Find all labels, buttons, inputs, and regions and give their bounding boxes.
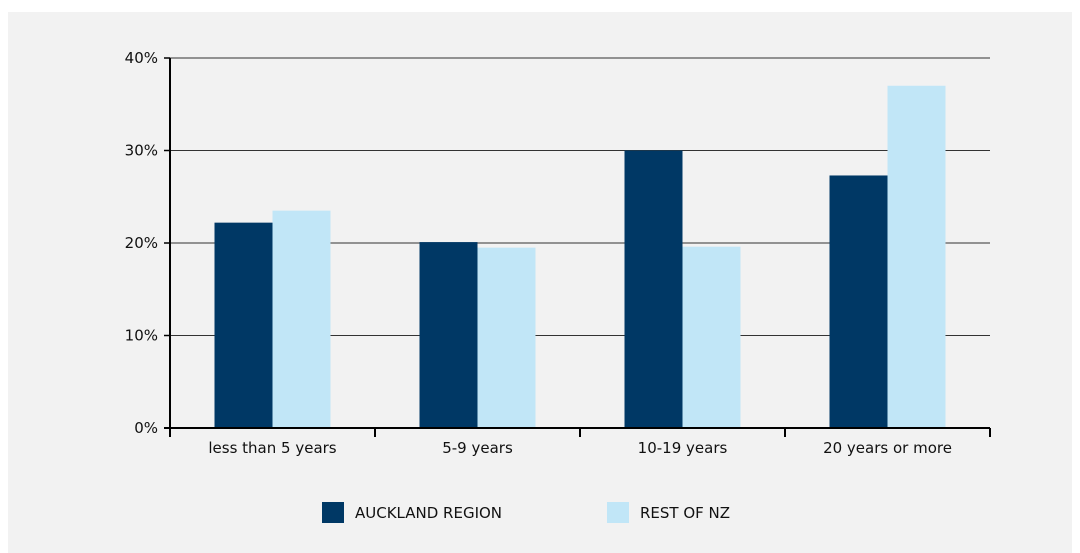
bar-auckland-region-3 (829, 175, 888, 428)
x-tick-label: 20 years or more (823, 439, 952, 457)
x-axis-tick-labels: less than 5 years 5-9 years 10-19 years 20 … (208, 439, 952, 457)
y-tick-label: 20% (125, 234, 158, 252)
legend: AUCKLAND REGION REST OF NZ (322, 502, 730, 523)
x-tick-label: less than 5 years (208, 439, 336, 457)
bar-rest-of-nz-1 (477, 247, 536, 428)
y-tick-label: 0% (134, 419, 158, 437)
bar-auckland-region-2 (624, 150, 683, 428)
legend-swatch-auckland-region (322, 502, 344, 523)
x-tick-label: 10-19 years (638, 439, 728, 457)
y-axis-tick-labels: 0% 10% 20% 30% 40% (125, 49, 158, 437)
bar-auckland-region-0 (214, 222, 273, 428)
legend-swatch-rest-of-nz (607, 502, 629, 523)
axes (164, 58, 991, 437)
bar-rest-of-nz-2 (682, 246, 741, 428)
bar-rest-of-nz-0 (272, 210, 331, 428)
y-tick-label: 30% (125, 142, 158, 160)
y-tick-label: 40% (125, 49, 158, 67)
bar-auckland-region-1 (419, 242, 478, 428)
legend-label-auckland-region: AUCKLAND REGION (355, 504, 502, 522)
bar-rest-of-nz-3 (887, 85, 946, 428)
bars (214, 85, 946, 428)
x-tick-label: 5-9 years (442, 439, 513, 457)
legend-label-rest-of-nz: REST OF NZ (640, 504, 730, 522)
y-tick-label: 10% (125, 327, 158, 345)
